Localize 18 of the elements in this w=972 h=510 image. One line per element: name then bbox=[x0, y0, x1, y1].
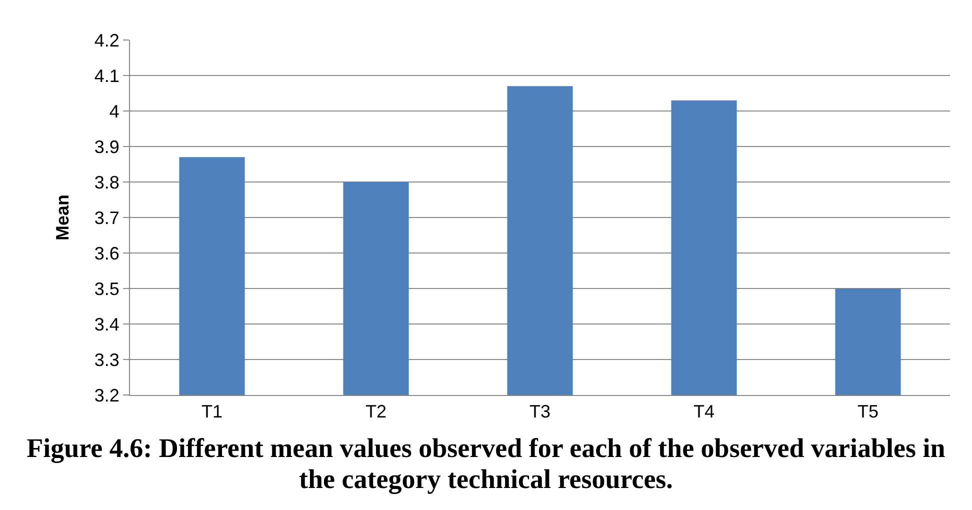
y-tick-label: 4.1 bbox=[94, 66, 120, 86]
y-tick-label: 3.3 bbox=[94, 350, 120, 370]
y-tick-label: 3.6 bbox=[94, 243, 120, 264]
x-tick-label: T2 bbox=[365, 402, 387, 422]
y-axis-title: Mean bbox=[52, 194, 73, 241]
y-tick-label: 4.2 bbox=[94, 30, 120, 50]
y-tick-label: 3.5 bbox=[94, 278, 120, 299]
x-tick-label: T4 bbox=[693, 402, 715, 422]
y-tick-label: 4 bbox=[109, 101, 120, 122]
y-tick-label: 3.7 bbox=[94, 208, 120, 228]
y-tick-label: 3.8 bbox=[94, 172, 120, 192]
y-tick-label: 3.4 bbox=[94, 314, 120, 334]
y-tick-label: 3.9 bbox=[94, 136, 120, 157]
y-tick-label: 3.2 bbox=[94, 385, 120, 406]
x-tick-label: T3 bbox=[529, 402, 551, 422]
x-tick-label: T5 bbox=[857, 402, 879, 422]
x-tick-label: T1 bbox=[201, 402, 223, 422]
caption: Figure 4.6: Different mean values observed for each of the observed variables in the category technical resources. bbox=[26, 433, 946, 495]
